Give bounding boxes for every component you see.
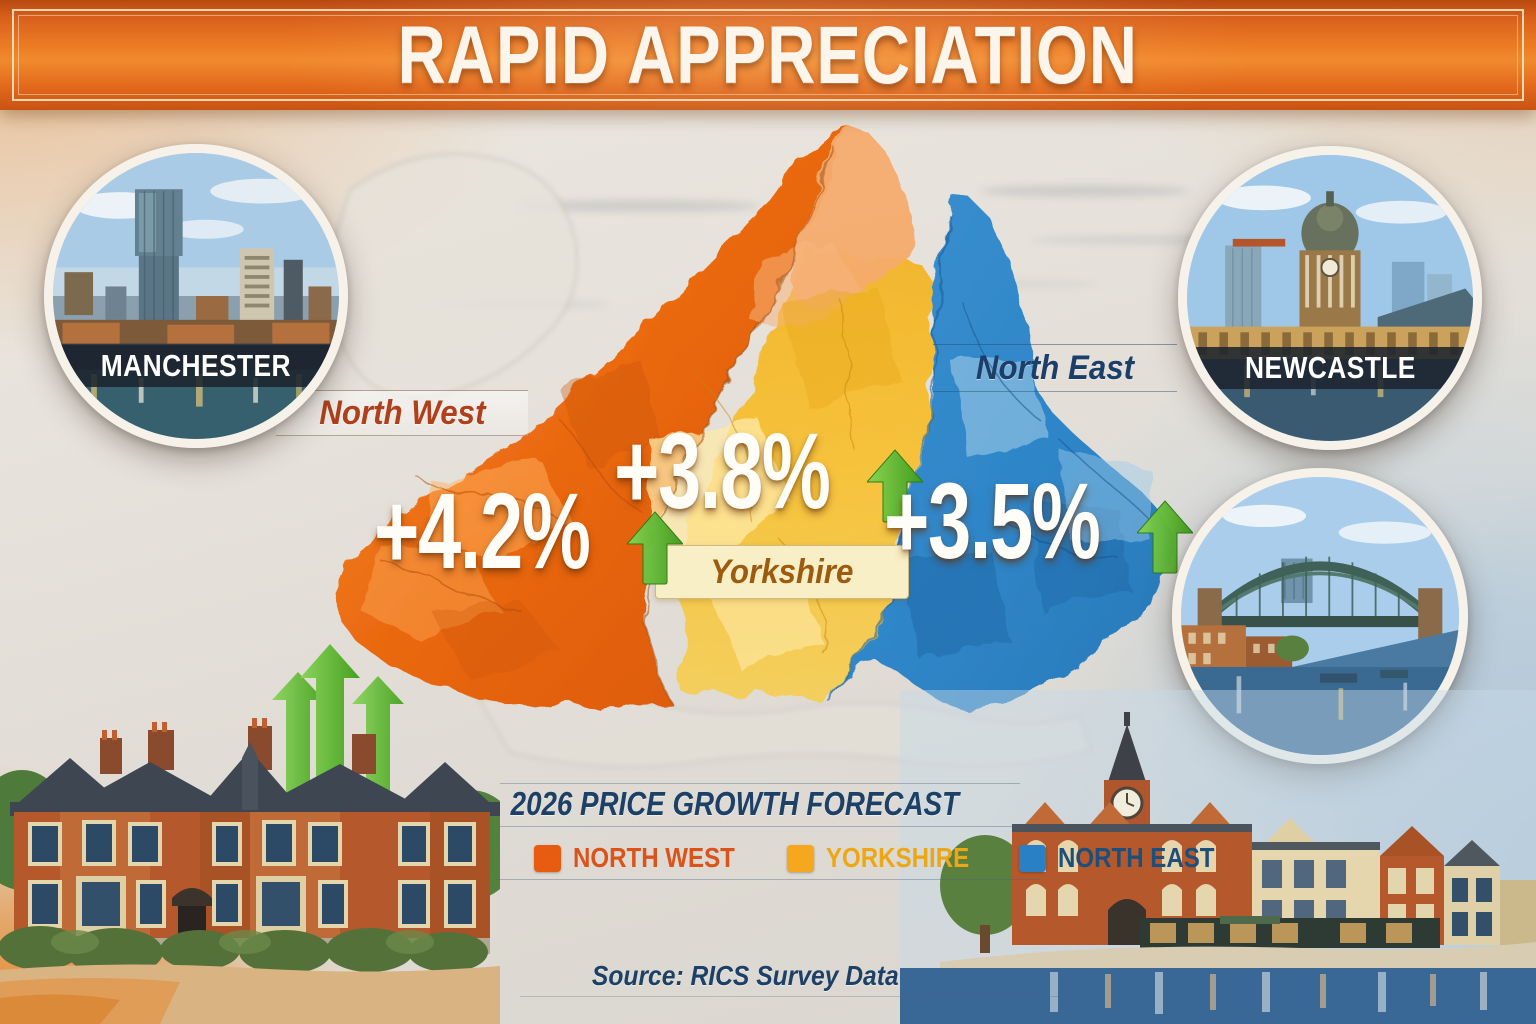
up-arrow-icon [867, 448, 924, 522]
growth-arrows-icon [272, 644, 404, 820]
cloud-streak [980, 185, 1190, 197]
yorkshire-value: +3.8% [614, 410, 831, 531]
manchester-name-band: MANCHESTER [53, 344, 339, 387]
label-north-west: North West [276, 390, 528, 436]
up-arrow-icon [1137, 499, 1194, 573]
north-west-value: +4.2% [374, 470, 591, 591]
manchester-skyline-illustration [53, 153, 339, 439]
legend-bottom-rule [495, 879, 1040, 880]
legend-title-text: 2026 PRICE GROWTH FORECAST [510, 785, 960, 822]
manchester-photo-circle: MANCHESTER [44, 144, 348, 448]
manchester-label: MANCHESTER [100, 347, 292, 383]
label-yorkshire: Yorkshire [655, 545, 909, 599]
page-title: RAPID APPRECIATION [0, 0, 1536, 110]
legend-row: NORTH WEST YORKSHIRE NORTH EAST [534, 842, 1240, 874]
source-rule [520, 996, 1080, 997]
newcastle-name-band: NEWCASTLE [1187, 346, 1473, 389]
north-east-label: North East [975, 348, 1135, 387]
cloud-streak [520, 200, 760, 212]
yorkshire-label: Yorkshire [710, 552, 854, 591]
up-arrow-icon [627, 510, 684, 584]
legend-label-north-east: NORTH EAST [1057, 842, 1215, 873]
source-attribution: Source: RICS Survey Data [520, 960, 970, 992]
stat-north-west: +4.2% [374, 468, 684, 593]
newcastle-label: NEWCASTLE [1244, 349, 1416, 385]
legend-mid-rule [500, 826, 1020, 827]
north-west-swatch [534, 844, 561, 872]
terraced-houses-illustration [0, 644, 500, 1024]
cloud-streak [1030, 235, 1310, 245]
newcastle-photo-circle: NEWCASTLE [1178, 146, 1482, 450]
cloud-streak [930, 280, 1100, 288]
yorkshire-swatch [787, 844, 815, 872]
north-east-value: +3.5% [884, 460, 1101, 581]
label-north-east: North East [933, 344, 1177, 392]
page-title-text: RAPID APPRECIATION [397, 9, 1139, 101]
clocktower-building-illustration [900, 690, 1536, 1024]
stat-yorkshire: +3.8% [614, 408, 924, 533]
stat-north-east: +3.5% [884, 458, 1194, 583]
legend-item-north-west: NORTH WEST [534, 842, 761, 874]
source-text: Source: RICS Survey Data [591, 960, 899, 991]
legend-label-yorkshire: YORKSHIRE [826, 842, 970, 873]
legend-title: 2026 PRICE GROWTH FORECAST [470, 785, 1000, 822]
newcastle-skyline-illustration [1187, 155, 1473, 441]
legend-label-north-west: NORTH WEST [573, 842, 735, 873]
legend-item-north-east: NORTH EAST [1018, 842, 1240, 874]
ghost-landmass [327, 153, 1092, 768]
north-west-label: North West [318, 393, 486, 432]
legend-item-yorkshire: YORKSHIRE [787, 842, 992, 874]
title-banner: RAPID APPRECIATION [0, 0, 1536, 110]
legend-top-rule [500, 783, 1020, 784]
north-east-swatch [1018, 844, 1046, 872]
